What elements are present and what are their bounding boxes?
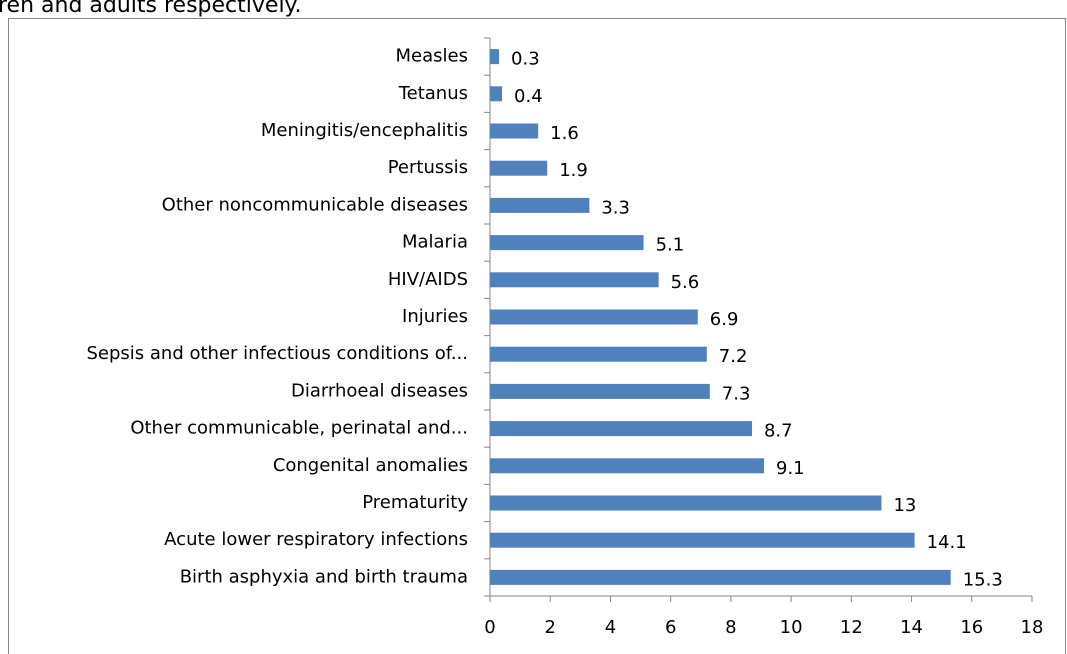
bar: [490, 160, 548, 176]
bar: [490, 197, 590, 213]
x-tick-label: 6: [665, 617, 676, 638]
x-tick-label: 18: [1021, 617, 1044, 638]
y-tick-label: Pertussis: [388, 157, 468, 178]
y-tick-label: Other communicable, perinatal and...: [130, 418, 468, 439]
data-label: 0.3: [511, 49, 540, 70]
y-tick-label: Prematurity: [362, 492, 468, 513]
x-tick-label: 0: [484, 617, 495, 638]
x-tick-label: 16: [960, 617, 983, 638]
bar: [490, 123, 539, 139]
y-tick-label: HIV/AIDS: [388, 269, 468, 290]
data-label: 9.1: [776, 458, 805, 479]
data-label: 0.4: [514, 86, 543, 107]
y-tick-label: Diarrhoeal diseases: [291, 380, 468, 401]
y-tick-label: Measles: [396, 46, 468, 67]
data-label: 3.3: [601, 197, 630, 218]
bar: [490, 49, 500, 65]
y-tick-label: Birth asphyxia and birth trauma: [180, 566, 468, 587]
data-label: 8.7: [764, 421, 793, 442]
y-tick-label: Meningitis/encephalitis: [261, 120, 468, 141]
data-label: 5.1: [656, 235, 685, 256]
bar: [490, 272, 659, 288]
bar: [490, 421, 752, 437]
bar: [490, 86, 503, 102]
bar: [490, 532, 915, 548]
caption-fragment: ren and adults respectively.: [0, 0, 301, 18]
x-tick-label: 2: [544, 617, 555, 638]
y-tick-label: Sepsis and other infectious conditions o…: [87, 343, 469, 364]
bar: [490, 569, 951, 585]
data-label: 15.3: [963, 569, 1003, 590]
bar: [490, 458, 765, 474]
data-label: 7.3: [722, 383, 751, 404]
x-tick-label: 12: [840, 617, 863, 638]
data-label: 13: [893, 495, 916, 516]
data-label: 6.9: [710, 309, 739, 330]
bar: [490, 235, 644, 251]
data-label: 1.6: [550, 123, 579, 144]
y-tick-label: Other noncommunicable diseases: [162, 194, 468, 215]
data-label: 14.1: [927, 532, 967, 553]
x-tick-label: 10: [780, 617, 803, 638]
y-tick-label: Injuries: [402, 306, 468, 327]
chart-frame: [8, 18, 1066, 654]
y-tick-label: Acute lower respiratory infections: [164, 529, 468, 550]
bar: [490, 346, 707, 362]
data-label: 1.9: [559, 160, 588, 181]
x-tick-label: 14: [900, 617, 923, 638]
bar: [490, 309, 698, 325]
y-tick-label: Congenital anomalies: [273, 455, 468, 476]
y-tick-label: Tetanus: [398, 83, 468, 104]
x-tick-label: 4: [605, 617, 616, 638]
data-label: 5.6: [671, 272, 700, 293]
bar: [490, 383, 710, 399]
data-label: 7.2: [719, 346, 748, 367]
bar: [490, 495, 882, 511]
y-tick-label: Malaria: [402, 232, 468, 253]
x-tick-label: 8: [725, 617, 736, 638]
